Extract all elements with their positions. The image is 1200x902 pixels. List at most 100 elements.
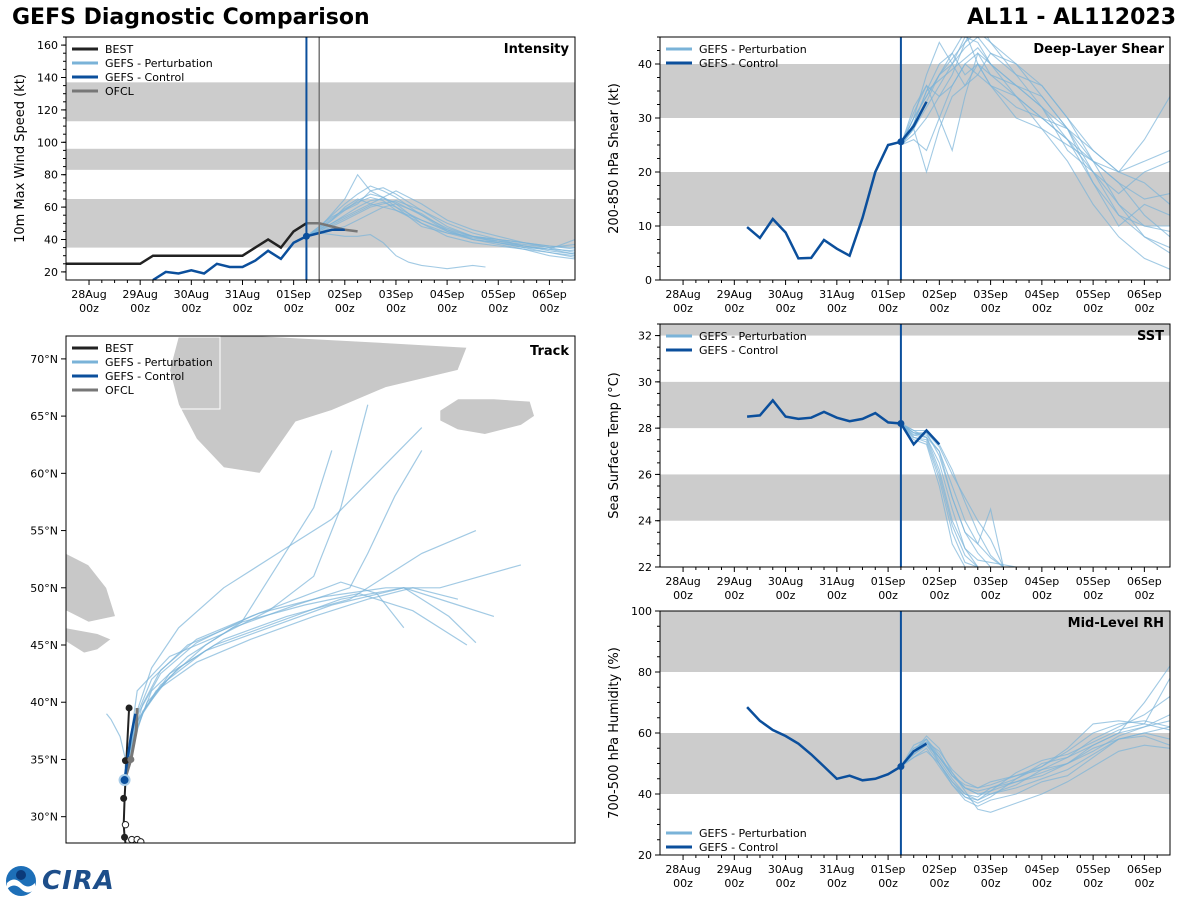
y-tick-label: 22 [638, 561, 652, 574]
y-tick-label: 120 [37, 104, 58, 117]
perturbation-line [900, 423, 992, 567]
y-tick-label: 40 [638, 788, 652, 801]
x-tick-hour: 00z [1134, 877, 1154, 890]
x-tick-hour: 00z [386, 302, 406, 315]
page-title: GEFS Diagnostic Comparison [12, 5, 370, 30]
lat-tick-label: 40°N [30, 696, 58, 709]
x-tick-date: 05Sep [1076, 575, 1111, 588]
perturbation-line [900, 423, 966, 567]
plot-area [660, 611, 1170, 813]
land-newfoundland [66, 552, 117, 623]
panel-title: Deep-Layer Shear [1033, 42, 1164, 57]
legend-label: BEST [105, 342, 133, 355]
x-tick-hour: 00z [1134, 589, 1154, 602]
x-tick-date: 01Sep [276, 288, 311, 301]
y-tick-label: 26 [638, 468, 652, 481]
x-tick-date: 30Aug [174, 288, 209, 301]
legend-label: GEFS - Perturbation [699, 827, 807, 840]
control-line [152, 228, 345, 280]
x-tick-hour: 00z [540, 302, 560, 315]
y-tick-label: 32 [638, 330, 652, 343]
x-tick-hour: 00z [929, 302, 949, 315]
x-tick-hour: 00z [437, 302, 457, 315]
y-tick-label: 80 [44, 169, 58, 182]
perturbation-line [900, 37, 1170, 173]
y-tick-label: 80 [638, 666, 652, 679]
legend-label: GEFS - Perturbation [699, 330, 807, 343]
control-track [123, 713, 137, 781]
threshold-band [66, 82, 575, 122]
x-tick-hour: 00z [673, 302, 693, 315]
perturbation-line [900, 47, 1170, 232]
y-tick-label: 20 [638, 849, 652, 862]
logos [4, 864, 114, 898]
panel-title: Track [530, 344, 569, 359]
x-tick-hour: 00z [776, 302, 796, 315]
perturbation-line [900, 735, 1170, 795]
best-line [66, 222, 320, 266]
x-tick-date: 28Aug [665, 863, 700, 876]
land-greenland [169, 336, 468, 474]
x-tick-hour: 00z [673, 877, 693, 890]
track-panel: 30°N 35°N 40°N 45°N 50°N 55°N 60°N 65°N 70°N Trac… [30, 335, 576, 844]
x-tick-hour: 00z [1134, 302, 1154, 315]
perturbation-line [900, 423, 1004, 567]
x-tick-hour: 00z [724, 877, 744, 890]
x-tick-hour: 00z [724, 589, 744, 602]
x-tick-date: 28Aug [71, 288, 106, 301]
threshold-band [660, 172, 1170, 226]
legend-box [66, 336, 221, 410]
x-tick-date: 29Aug [717, 863, 752, 876]
legend-label: BEST [105, 43, 133, 56]
x-tick-hour: 00z [827, 589, 847, 602]
x-tick-date: 03Sep [973, 288, 1008, 301]
best-position-open-marker [137, 838, 145, 843]
x-tick-date: 06Sep [532, 288, 567, 301]
lat-tick-label: 60°N [30, 467, 58, 480]
x-tick-hour: 00z [981, 589, 1001, 602]
x-tick-date: 28Aug [665, 288, 700, 301]
x-tick-date: 30Aug [768, 863, 803, 876]
shear-panel: 01020304028Aug00z29Aug00z30Aug00z31Aug00… [607, 36, 1171, 315]
y-tick-label: 100 [37, 136, 58, 149]
legend-label: GEFS - Control [699, 57, 778, 70]
perturbation-line [306, 198, 575, 255]
plot-area [660, 324, 1170, 567]
perturbation-track [124, 450, 333, 781]
init-position-marker [118, 774, 131, 787]
x-tick-date: 01Sep [871, 863, 906, 876]
control-line [746, 101, 928, 260]
x-tick-hour: 00z [827, 877, 847, 890]
x-tick-date: 02Sep [327, 288, 362, 301]
perturbation-track [124, 450, 423, 781]
panel-title: Mid-Level RH [1068, 616, 1164, 631]
storm-id: AL11 - AL112023 [967, 5, 1176, 30]
intensity-panel: 2040608010012014016028Aug00z29Aug00z30Au… [13, 36, 576, 315]
land-iceland [439, 398, 535, 435]
perturbation-track [124, 581, 405, 781]
y-axis-label: Sea Surface Temp (°C) [607, 372, 622, 519]
x-tick-hour: 00z [878, 589, 898, 602]
x-tick-hour: 00z [1083, 589, 1103, 602]
x-tick-hour: 00z [878, 877, 898, 890]
plot-area [66, 82, 575, 280]
x-tick-date: 05Sep [481, 288, 516, 301]
perturbation-line [900, 41, 1170, 227]
x-tick-hour: 00z [1032, 877, 1052, 890]
legend-label: GEFS - Control [105, 370, 184, 383]
perturbation-track [124, 587, 495, 781]
x-tick-hour: 00z [488, 302, 508, 315]
x-tick-hour: 00z [1032, 302, 1052, 315]
x-tick-hour: 00z [981, 302, 1001, 315]
x-tick-date: 30Aug [768, 288, 803, 301]
perturbation-line [900, 714, 1170, 792]
map-area [66, 336, 535, 843]
x-tick-date: 29Aug [122, 288, 157, 301]
y-tick-label: 100 [631, 605, 652, 618]
x-tick-date: 31Aug [819, 288, 854, 301]
x-tick-date: 31Aug [819, 863, 854, 876]
y-tick-label: 10 [638, 220, 652, 233]
legend-label: GEFS - Control [699, 841, 778, 854]
lat-tick-label: 70°N [30, 353, 58, 366]
perturbation-line [306, 232, 486, 270]
